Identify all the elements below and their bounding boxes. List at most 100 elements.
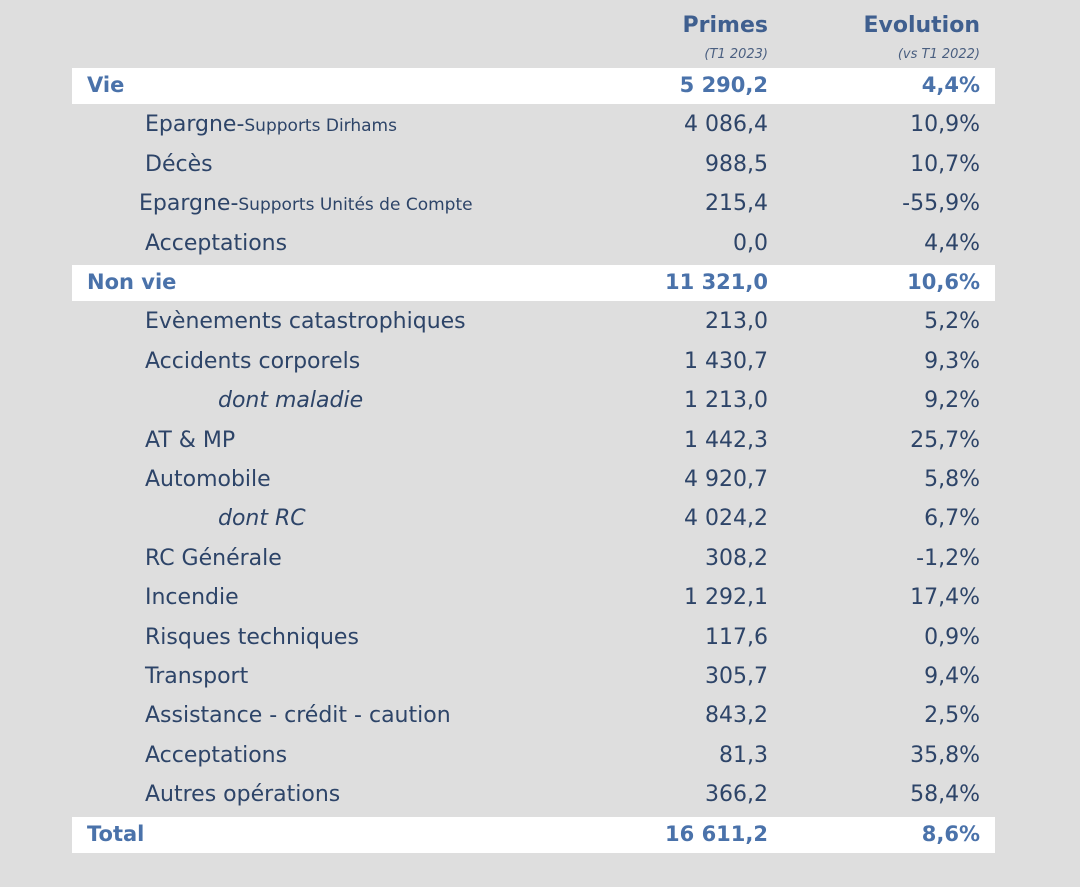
label-text: Incendie bbox=[145, 585, 239, 611]
label-text: Acceptations bbox=[145, 230, 288, 256]
primes-text: 213,0 bbox=[705, 309, 768, 335]
primes-text: 215,4 bbox=[705, 191, 768, 217]
label-suffix: Supports Unités de Compte bbox=[238, 195, 473, 216]
evolution-text: 9,3% bbox=[924, 348, 980, 374]
section-band bbox=[72, 68, 995, 104]
primes-text: 1 442,3 bbox=[684, 427, 768, 453]
primes-value: 16 611,2 bbox=[665, 822, 768, 846]
evolution-text: 2,5% bbox=[924, 703, 980, 729]
row-label: Vie bbox=[87, 73, 124, 97]
evolution-text: 35,8% bbox=[910, 742, 980, 768]
primes-text: 117,6 bbox=[705, 624, 768, 650]
label-text: Assistance - crédit - caution bbox=[145, 703, 451, 729]
label-text: Vie bbox=[87, 73, 125, 97]
evolution-text: 10,9% bbox=[910, 112, 980, 138]
evolution-value: 2,5% bbox=[924, 703, 980, 728]
evolution-value: 58,4% bbox=[910, 782, 980, 807]
primes-value: 988,5 bbox=[705, 152, 768, 177]
primes-value: 1 430,7 bbox=[684, 349, 768, 374]
evolution-text: 4,4% bbox=[924, 230, 980, 256]
evolution-text: 5,8% bbox=[924, 467, 980, 492]
evolution-text: 5,2% bbox=[924, 309, 980, 335]
primes-text: 308,2 bbox=[705, 545, 768, 571]
label-text: Accidents corporels bbox=[145, 348, 361, 374]
row-label: Assistance - crédit - caution bbox=[145, 703, 451, 728]
evolution-value: 9,3% bbox=[924, 349, 980, 374]
row-label: Evènements catastrophiques bbox=[145, 309, 466, 334]
row-label: Automobile bbox=[145, 467, 271, 492]
row-label: Décès bbox=[145, 152, 213, 177]
primes-text: 16 611,2 bbox=[665, 821, 768, 846]
label-text: Non vie bbox=[87, 270, 177, 294]
evolution-text: 10,7% bbox=[910, 151, 980, 177]
column-title: Primes bbox=[682, 13, 768, 38]
label-text: Epargne- bbox=[145, 112, 245, 138]
row-label: Transport bbox=[145, 664, 248, 689]
primes-text: 81,3 bbox=[719, 742, 768, 768]
evolution-value: 10,9% bbox=[910, 112, 980, 137]
label-text: Acceptations bbox=[145, 742, 288, 768]
row-label: Non vie bbox=[87, 270, 176, 294]
primes-value: 843,2 bbox=[705, 703, 768, 728]
row-label: RC Générale bbox=[145, 546, 282, 571]
primes-value: 4 024,2 bbox=[684, 506, 768, 531]
section-band bbox=[72, 265, 995, 301]
evolution-value: 17,4% bbox=[910, 585, 980, 610]
primes-value: 366,2 bbox=[705, 782, 768, 807]
evolution-text: 10,6% bbox=[907, 270, 980, 294]
label-text: AT & MP bbox=[145, 427, 236, 453]
primes-value: 1 213,0 bbox=[684, 388, 768, 413]
primes-value: 0,0 bbox=[733, 231, 768, 256]
label-text: Automobile bbox=[145, 467, 271, 492]
primes-text: 4 024,2 bbox=[684, 506, 768, 532]
primes-value: 5 290,2 bbox=[680, 73, 768, 97]
evolution-text: 25,7% bbox=[910, 427, 980, 453]
label-text: Transport bbox=[145, 664, 249, 689]
label-text: Risques techniques bbox=[145, 624, 359, 650]
primes-text: 1 213,0 bbox=[684, 388, 768, 414]
row-label: Incendie bbox=[145, 585, 239, 610]
primes-text: 4 920,7 bbox=[684, 467, 768, 492]
evolution-text: 6,7% bbox=[924, 506, 980, 532]
row-label: Epargne-Supports Dirhams bbox=[145, 112, 397, 137]
evolution-value: 5,2% bbox=[924, 309, 980, 334]
row-label: dont maladie bbox=[218, 388, 363, 413]
primes-value: 11 321,0 bbox=[665, 270, 768, 294]
row-label: Acceptations bbox=[145, 231, 287, 256]
row-label: Risques techniques bbox=[145, 625, 359, 650]
evolution-text: 9,4% bbox=[924, 664, 980, 689]
evolution-value: 10,6% bbox=[907, 270, 980, 294]
primes-text: 366,2 bbox=[705, 782, 768, 808]
row-label: AT & MP bbox=[145, 428, 235, 453]
evolution-value: -55,9% bbox=[902, 191, 980, 216]
row-label: Acceptations bbox=[145, 743, 287, 768]
primes-text: 988,5 bbox=[705, 151, 768, 177]
primes-value: 213,0 bbox=[705, 309, 768, 334]
primes-text: 305,7 bbox=[705, 664, 768, 689]
label-text: RC Générale bbox=[145, 545, 282, 571]
evolution-value: 0,9% bbox=[924, 625, 980, 650]
primes-text: 4 086,4 bbox=[684, 112, 768, 138]
label-text: Autres opérations bbox=[145, 782, 341, 808]
primes-value: 117,6 bbox=[705, 625, 768, 650]
evolution-value: 25,7% bbox=[910, 428, 980, 453]
label-text: dont maladie bbox=[218, 388, 364, 414]
primes-text: 1 292,1 bbox=[684, 585, 768, 611]
evolution-text: -55,9% bbox=[902, 191, 980, 217]
evolution-text: 9,2% bbox=[924, 388, 980, 414]
evolution-value: -1,2% bbox=[916, 546, 980, 571]
evolution-text: -1,2% bbox=[916, 545, 980, 571]
column-subtitle: (T1 2023) bbox=[704, 47, 768, 62]
evolution-text: 58,4% bbox=[910, 782, 980, 808]
primes-text: 0,0 bbox=[733, 230, 768, 256]
primes-value: 215,4 bbox=[705, 191, 768, 216]
evolution-text: 4,4% bbox=[921, 73, 980, 97]
evolution-value: 9,4% bbox=[924, 664, 980, 689]
primes-value: 308,2 bbox=[705, 546, 768, 571]
primes-value: 81,3 bbox=[719, 743, 768, 768]
row-label: Autres opérations bbox=[145, 782, 340, 807]
primes-value: 4 086,4 bbox=[684, 112, 768, 137]
evolution-text: 17,4% bbox=[910, 585, 980, 611]
label-text: Epargne- bbox=[139, 191, 239, 217]
